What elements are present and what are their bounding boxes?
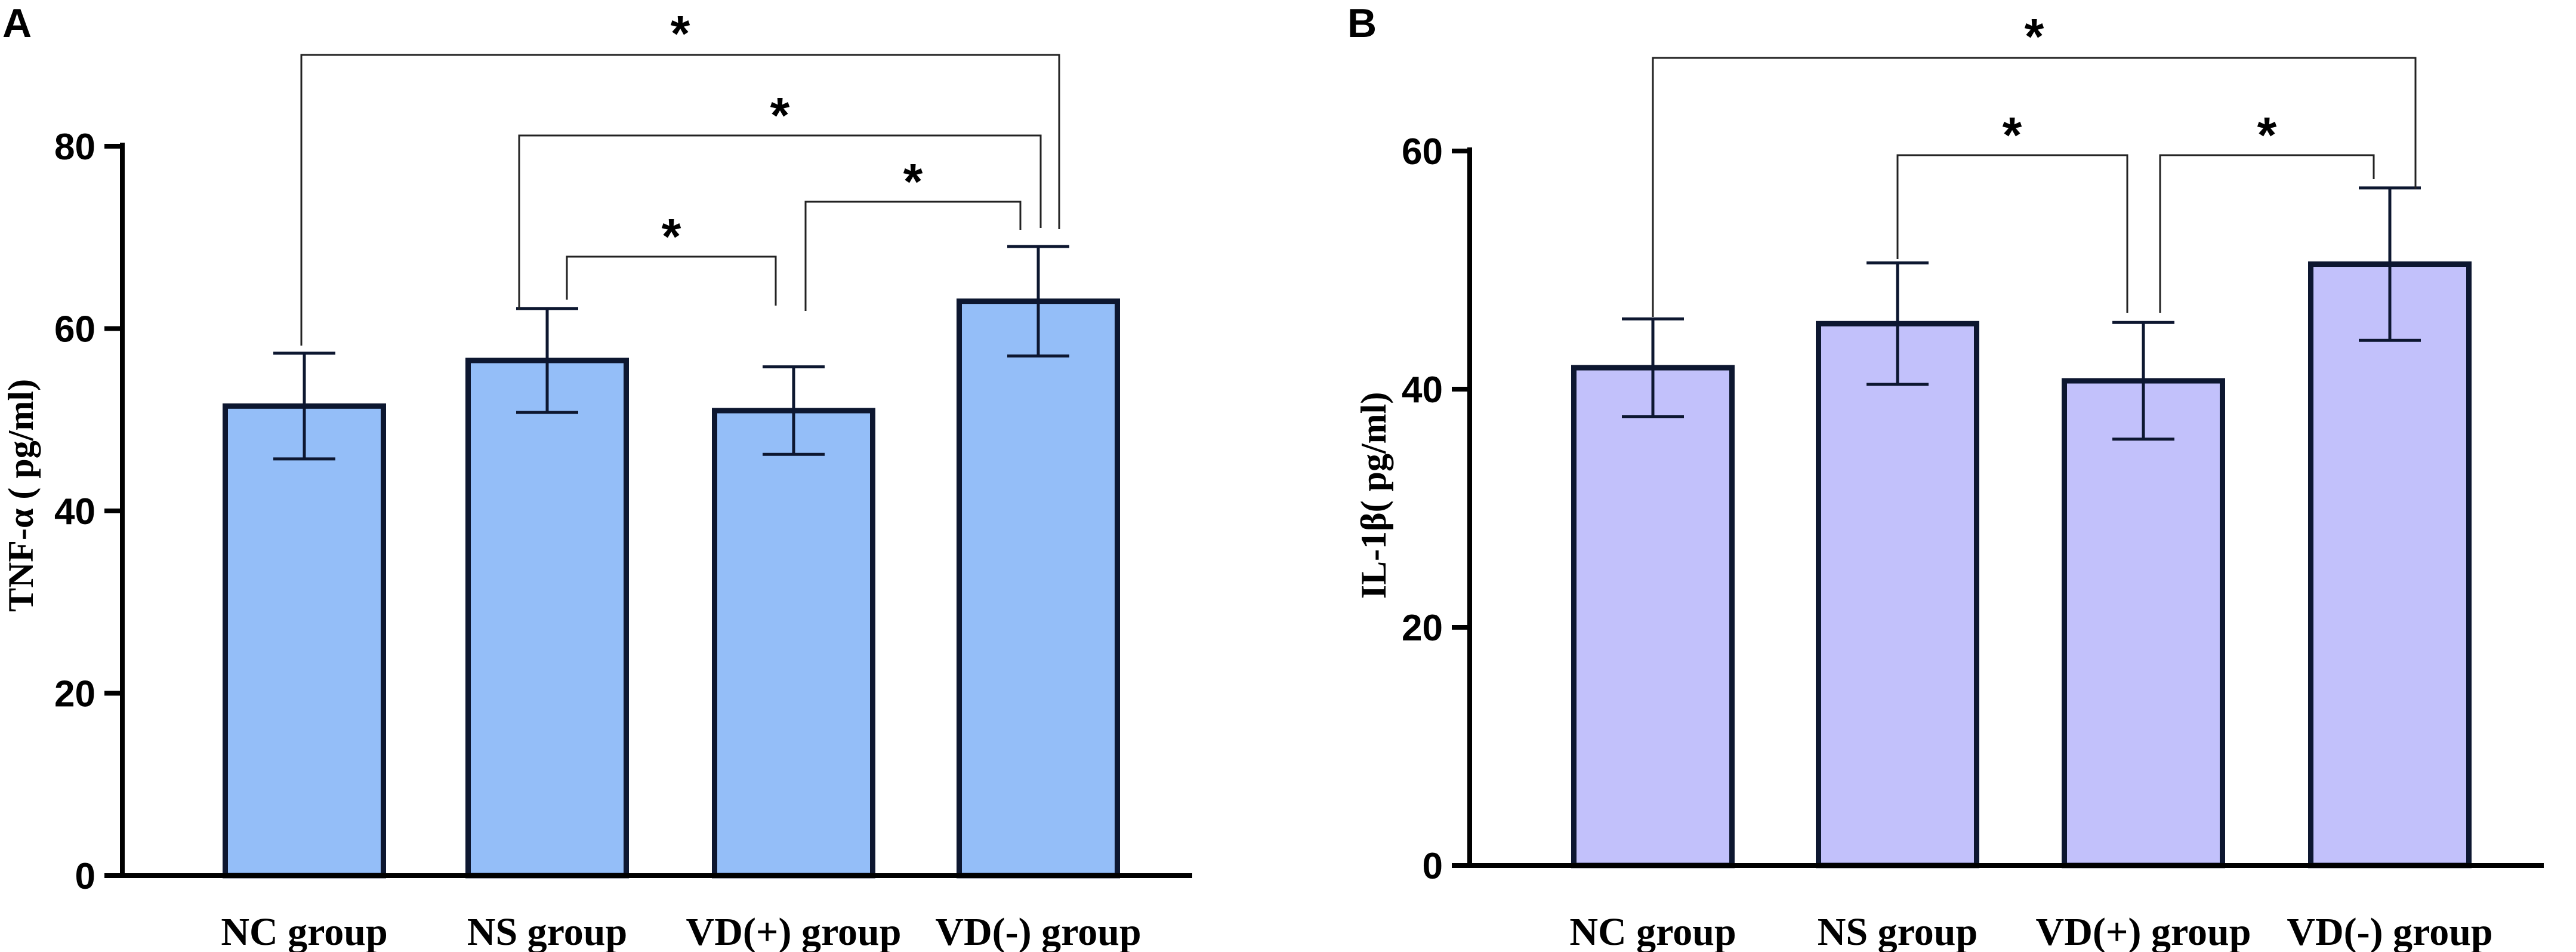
significance-star: * bbox=[903, 153, 923, 209]
category-label: VD(+) group bbox=[2036, 910, 2251, 952]
significance-bracket bbox=[1652, 57, 2417, 317]
category-label: NC group bbox=[221, 910, 387, 952]
category-label: NS group bbox=[1818, 910, 1977, 952]
y-axis-title-a: TNF-α ( pg/ml) bbox=[1, 379, 41, 612]
significance-star: * bbox=[2003, 107, 2022, 163]
significance-star: * bbox=[770, 87, 790, 143]
bar bbox=[712, 408, 875, 879]
significance-bracket bbox=[518, 134, 1042, 310]
significance-star: * bbox=[671, 5, 690, 61]
bar bbox=[223, 403, 386, 879]
significance-bracket bbox=[804, 201, 1022, 311]
significance-star: * bbox=[662, 208, 681, 264]
panel-a: A TNF-α ( pg/ml) NC group NS group VD(+) g… bbox=[1, 1, 1192, 952]
y-tick-label: 60 bbox=[1402, 131, 1443, 172]
category-label: VD(+) group bbox=[686, 910, 902, 952]
significance-bracket bbox=[2159, 154, 2375, 313]
significance-bracket bbox=[566, 255, 777, 306]
y-tick-label: 0 bbox=[1423, 846, 1443, 887]
significance-star: * bbox=[2025, 8, 2044, 64]
y-tick-label: 40 bbox=[54, 491, 95, 532]
y-tick-label: 40 bbox=[1402, 369, 1443, 411]
bar bbox=[1571, 365, 1735, 868]
panel-letter-b: B bbox=[1347, 1, 1377, 46]
y-tick-label: 0 bbox=[75, 856, 95, 897]
y-tick-label: 20 bbox=[1402, 608, 1443, 649]
significance-star: * bbox=[2257, 107, 2277, 163]
significance-bracket bbox=[300, 54, 1060, 346]
category-label: VD(-) group bbox=[2287, 910, 2492, 952]
bar bbox=[2308, 261, 2472, 868]
category-label: NS group bbox=[467, 910, 627, 952]
category-label: VD(-) group bbox=[935, 910, 1141, 952]
panel-letter-a: A bbox=[2, 1, 32, 46]
bar bbox=[1816, 321, 1979, 868]
category-label: NC group bbox=[1569, 910, 1736, 952]
y-tick-label: 80 bbox=[54, 127, 95, 168]
y-tick-label: 60 bbox=[54, 309, 95, 350]
y-axis-title-b: IL-1β( pg/ml) bbox=[1354, 392, 1393, 599]
significance-bracket bbox=[1896, 154, 2128, 313]
bar bbox=[957, 298, 1120, 879]
y-tick-label: 20 bbox=[54, 674, 95, 715]
bar bbox=[465, 358, 629, 879]
bar bbox=[2062, 378, 2225, 868]
panel-b: B IL-1β( pg/ml) NC group NS group VD(+) gr… bbox=[1347, 1, 2544, 952]
